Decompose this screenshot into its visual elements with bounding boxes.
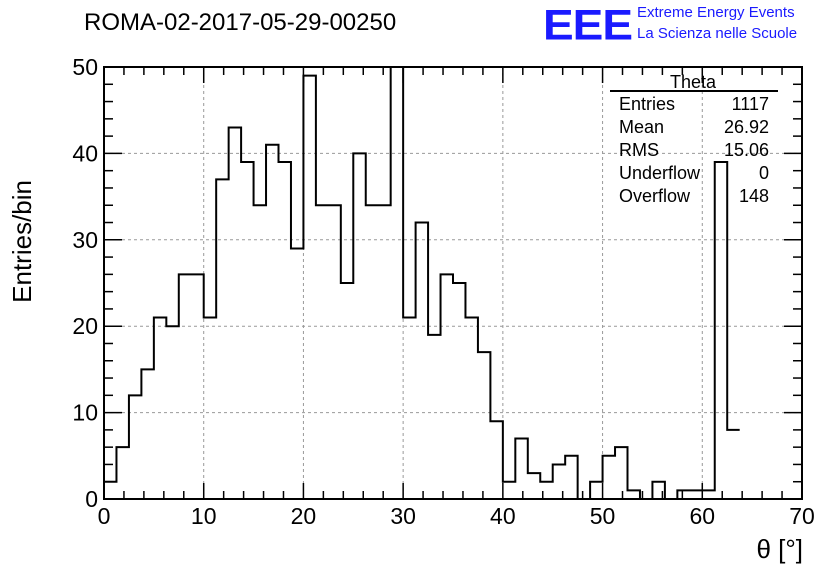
x-tick-label: 60 <box>689 503 715 529</box>
stats-row-value: 26.92 <box>724 117 769 137</box>
x-tick-label: 30 <box>390 503 416 529</box>
y-tick-label: 10 <box>72 400 98 426</box>
org-name-line2: La Scienza nelle Scuole <box>637 25 798 42</box>
stats-row-label: Overflow <box>619 186 691 206</box>
y-tick-label: 50 <box>72 54 98 80</box>
stats-row-label: RMS <box>619 140 659 160</box>
x-tick-label: 0 <box>98 503 111 529</box>
x-tick-label: 50 <box>590 503 616 529</box>
stats-box: Theta Entries 1117 Mean 26.92 RMS 15.06 Underf… <box>610 72 778 206</box>
stats-row-value: 15.06 <box>724 140 769 160</box>
x-tick-label: 20 <box>291 503 317 529</box>
y-tick-label: 30 <box>72 227 98 253</box>
eee-logo: EEE <box>543 0 633 49</box>
stats-row-value: 148 <box>739 186 769 206</box>
stats-row-label: Entries <box>619 94 675 114</box>
x-tick-label: 70 <box>789 503 815 529</box>
y-tick-label: 40 <box>72 140 98 166</box>
stats-row-label: Mean <box>619 117 664 137</box>
plot-frame <box>103 66 803 500</box>
x-tick-label: 40 <box>490 503 516 529</box>
org-name-line1: Extreme Energy Events <box>637 4 795 21</box>
y-tick-label: 0 <box>85 486 98 512</box>
y-axis-label: Entries/bin <box>7 180 37 303</box>
axis-ticks <box>103 66 803 500</box>
stats-row-value: 1117 <box>732 94 769 114</box>
tick-labels: 0 10 20 30 40 50 60 70 0 10 20 30 40 50 <box>72 54 814 529</box>
stats-rows: Entries 1117 Mean 26.92 RMS 15.06 Underflow 0 Ov… <box>619 94 769 206</box>
y-tick-label: 20 <box>72 313 98 339</box>
histogram-line <box>104 66 740 500</box>
x-axis-label: θ [°] <box>756 534 803 564</box>
stats-row-value: 0 <box>759 163 769 183</box>
x-tick-label: 10 <box>191 503 217 529</box>
stats-row-label: Underflow <box>619 163 701 183</box>
run-title: ROMA-02-2017-05-29-00250 <box>84 9 397 36</box>
stats-title: Theta <box>670 72 717 92</box>
